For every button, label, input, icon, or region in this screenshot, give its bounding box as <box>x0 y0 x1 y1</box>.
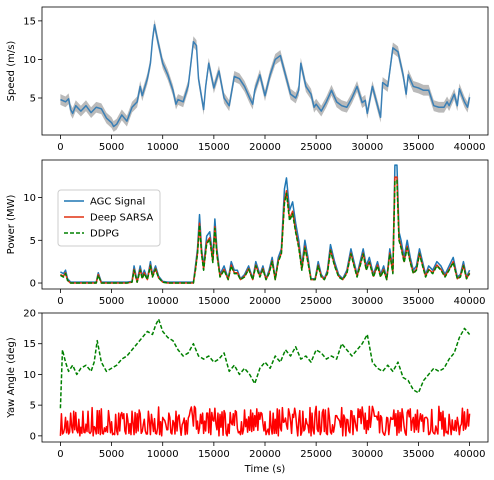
y-tick-label: 5 <box>30 236 36 247</box>
x-tick-label: 40000 <box>454 449 486 460</box>
x-tick-label: 10000 <box>147 296 179 307</box>
x-tick-label: 15000 <box>198 142 230 153</box>
x-tick-label: 0 <box>57 142 63 153</box>
x-tick-label: 30000 <box>351 296 383 307</box>
y-tick-label: 15 <box>23 339 36 350</box>
yaw-angle-chart: 0 5000 10000 15000 20000 25000 30000 35000 40000… <box>6 309 489 475</box>
x-tick-label: 25000 <box>300 296 332 307</box>
y-tick-label: 20 <box>23 309 36 320</box>
legend-label: AGC Signal <box>90 197 145 208</box>
x-tick-label: 20000 <box>249 142 281 153</box>
x-tick-label: 35000 <box>403 296 435 307</box>
y-axis-label: Speed (m/s) <box>6 41 17 102</box>
legend-label: Deep SARSA <box>90 213 153 224</box>
legend: AGC Signal Deep SARSA DDPG <box>57 189 161 247</box>
x-tick-label: 40000 <box>454 296 486 307</box>
x-tick-label: 15000 <box>198 296 230 307</box>
x-tick-label: 25000 <box>300 142 332 153</box>
x-tick-label: 35000 <box>403 449 435 460</box>
legend-box <box>57 189 161 247</box>
plot-area <box>60 19 471 132</box>
x-tick-label: 5000 <box>99 449 124 460</box>
x-tick-label: 0 <box>57 449 63 460</box>
x-tick-label: 30000 <box>351 142 383 153</box>
x-tick-label: 10000 <box>147 142 179 153</box>
y-tick-label: 15 <box>23 16 36 27</box>
x-tick-label: 5000 <box>99 296 124 307</box>
y-tick-label: 5 <box>30 93 36 104</box>
y-axis-label: Power (MW) <box>6 195 17 255</box>
x-tick-label: 40000 <box>454 142 486 153</box>
series-line-2-0 <box>59 318 471 409</box>
x-tick-label: 35000 <box>403 142 435 153</box>
y-tick-label: 10 <box>23 193 36 204</box>
x-tick-label: 20000 <box>249 449 281 460</box>
x-tick-label: 5000 <box>99 142 124 153</box>
y-tick-label: 0 <box>30 279 36 290</box>
y-tick-label: 5 <box>30 401 36 412</box>
plot-area <box>60 164 471 284</box>
y-axis-label: Yaw Angle (deg) <box>6 337 17 419</box>
x-tick-label: 15000 <box>198 449 230 460</box>
speed-chart: 0 5000 10000 15000 20000 25000 30000 35000 40000… <box>6 6 489 153</box>
y-tick-label: 10 <box>23 55 36 66</box>
x-tick-label: 30000 <box>351 449 383 460</box>
y-tick-label: 10 <box>23 370 36 381</box>
y-tick-label: 0 <box>30 431 36 442</box>
plot-area <box>59 318 471 437</box>
series-line-0-0 <box>60 23 471 128</box>
x-tick-label: 0 <box>57 296 63 307</box>
x-tick-label: 10000 <box>147 449 179 460</box>
x-tick-label: 20000 <box>249 296 281 307</box>
x-tick-label: 25000 <box>300 449 332 460</box>
x-axis-label: Time (s) <box>244 464 286 475</box>
series-line-2-1 <box>59 405 471 437</box>
legend-label: DDPG <box>90 229 119 240</box>
power-chart: 0 5000 10000 15000 20000 25000 30000 35000 40000… <box>6 159 489 307</box>
series-line-1-2 <box>60 179 471 284</box>
